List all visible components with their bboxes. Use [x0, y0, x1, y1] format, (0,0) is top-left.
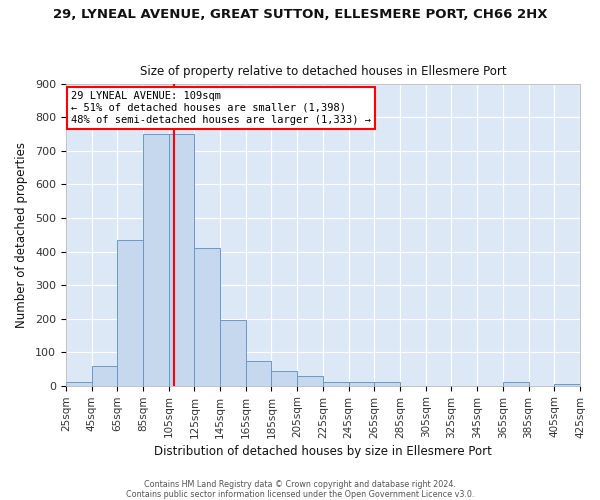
Text: 29, LYNEAL AVENUE, GREAT SUTTON, ELLESMERE PORT, CH66 2HX: 29, LYNEAL AVENUE, GREAT SUTTON, ELLESME… [53, 8, 547, 20]
Bar [323, 382, 349, 386]
Y-axis label: Number of detached properties: Number of detached properties [15, 142, 28, 328]
Bar [92, 366, 117, 386]
Bar [503, 382, 529, 386]
Bar [66, 382, 92, 386]
Text: Contains HM Land Registry data © Crown copyright and database right 2024.
Contai: Contains HM Land Registry data © Crown c… [126, 480, 474, 499]
Bar [374, 382, 400, 386]
Bar [246, 360, 271, 386]
Bar [271, 371, 297, 386]
Bar [194, 248, 220, 386]
Bar [143, 134, 169, 386]
Bar [220, 320, 246, 386]
Bar [117, 240, 143, 386]
Bar [554, 384, 580, 386]
Bar [349, 382, 374, 386]
Bar [297, 376, 323, 386]
Bar [169, 134, 194, 386]
X-axis label: Distribution of detached houses by size in Ellesmere Port: Distribution of detached houses by size … [154, 444, 492, 458]
Text: 29 LYNEAL AVENUE: 109sqm
← 51% of detached houses are smaller (1,398)
48% of sem: 29 LYNEAL AVENUE: 109sqm ← 51% of detach… [71, 92, 371, 124]
Title: Size of property relative to detached houses in Ellesmere Port: Size of property relative to detached ho… [140, 66, 506, 78]
